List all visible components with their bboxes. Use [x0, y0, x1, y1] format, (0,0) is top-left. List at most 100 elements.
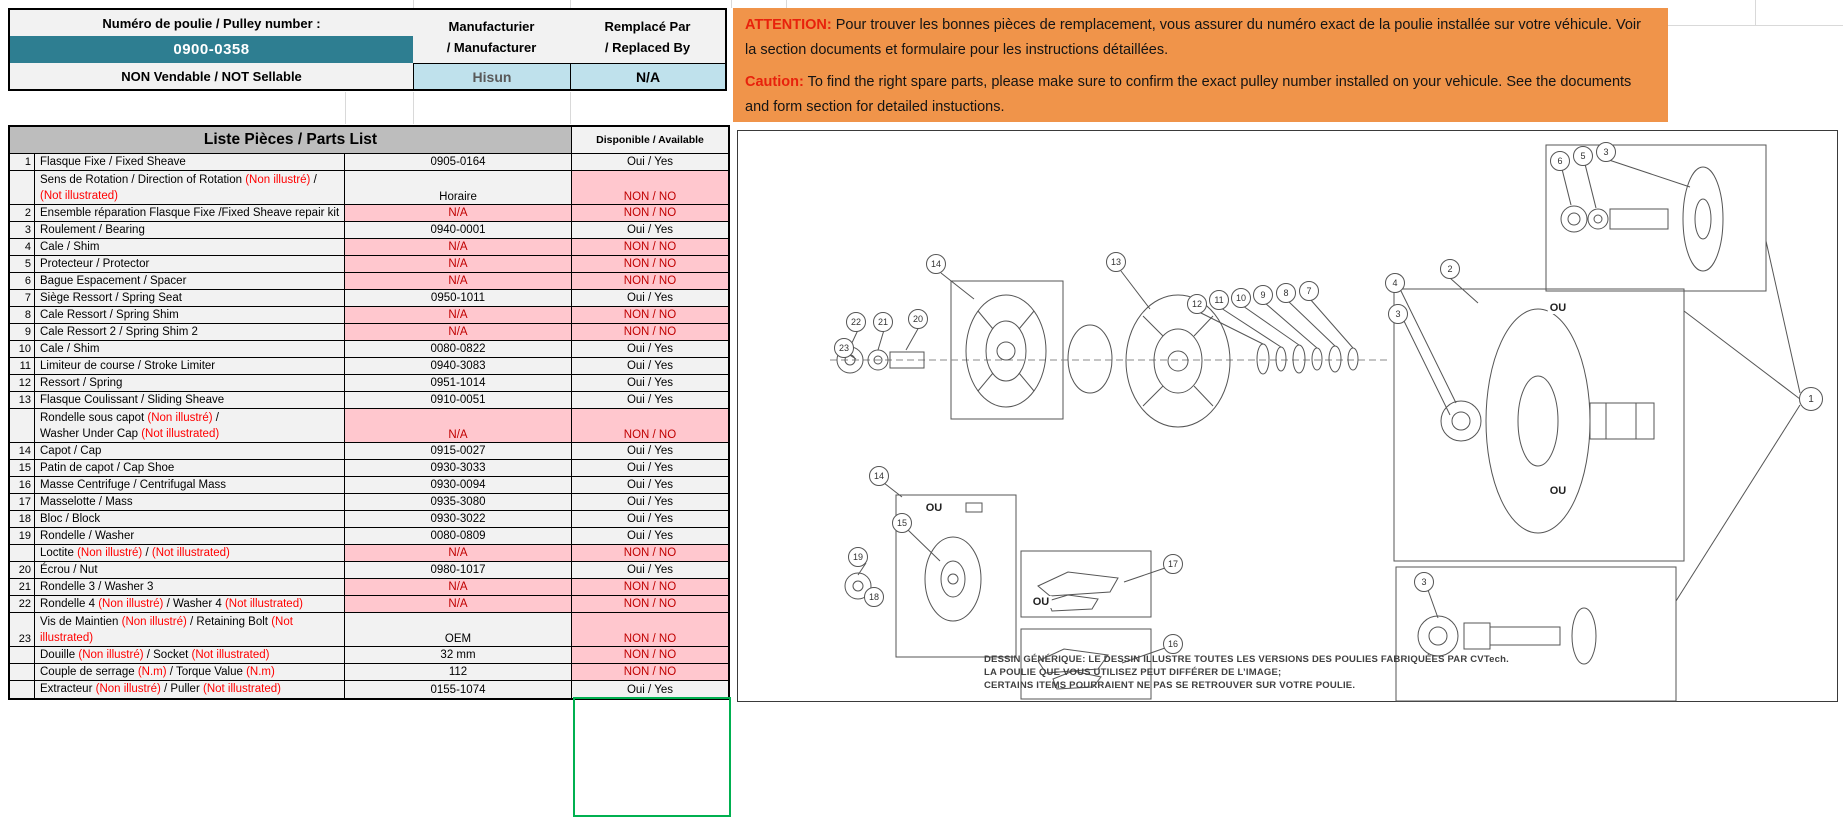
part-number-cell[interactable]: Horaire	[345, 171, 572, 204]
availability-cell[interactable]: Oui / Yes	[626, 292, 674, 304]
part-number-cell[interactable]: 0950-1011	[345, 290, 572, 306]
row-number-cell[interactable]: 7	[10, 290, 35, 306]
availability-cell[interactable]: Oui / Yes	[626, 343, 674, 355]
pulley-number-value-cell[interactable]: 0900-0358	[10, 36, 413, 63]
row-number-cell[interactable]: 18	[10, 511, 35, 527]
part-name-cell[interactable]: Rondelle / Washer	[35, 528, 345, 544]
manufacturer-header-cell[interactable]: Manufacturier / Manufacturer	[413, 10, 570, 63]
part-name-cell[interactable]: Rondelle sous capot (Non illustré) / Wash…	[35, 409, 345, 442]
part-name-cell[interactable]: Écrou / Nut	[35, 562, 345, 578]
row-number-cell[interactable]: 2	[10, 205, 35, 221]
part-number-cell[interactable]: 0155-1074	[345, 681, 572, 698]
availability-cell[interactable]: NON / NO	[572, 256, 728, 272]
row-number-cell[interactable]	[10, 409, 35, 442]
row-number-cell[interactable]: 11	[10, 358, 35, 374]
availability-cell[interactable]: Oui / Yes	[626, 496, 674, 508]
row-number-cell[interactable]: 17	[10, 494, 35, 510]
availability-cell[interactable]: NON / NO	[572, 545, 728, 561]
row-number-cell[interactable]: 14	[10, 443, 35, 459]
availability-cell[interactable]: NON / NO	[572, 324, 728, 340]
availability-cell[interactable]: Oui / Yes	[626, 513, 674, 525]
replaced-by-header-cell[interactable]: Remplacé Par / Replaced By	[570, 10, 725, 63]
part-number-cell[interactable]: 0951-1014	[345, 375, 572, 391]
row-number-cell[interactable]: 19	[10, 528, 35, 544]
part-number-cell[interactable]: N/A	[345, 545, 572, 561]
availability-cell[interactable]: Oui / Yes	[626, 224, 674, 236]
row-number-cell[interactable]: 9	[10, 324, 35, 340]
availability-cell[interactable]: Oui / Yes	[626, 462, 674, 474]
row-number-cell[interactable]: 20	[10, 562, 35, 578]
part-number-cell[interactable]: 112	[345, 664, 572, 680]
part-name-cell[interactable]: Loctite (Non illustré) / (Not illustrate…	[35, 545, 345, 561]
part-name-cell[interactable]: Capot / Cap	[35, 443, 345, 459]
available-header-cell[interactable]: Disponible / Available	[572, 127, 728, 153]
availability-cell[interactable]: Oui / Yes	[626, 564, 674, 576]
part-number-cell[interactable]: N/A	[345, 324, 572, 340]
part-name-cell[interactable]: Rondelle 4 (Non illustré) / Washer 4 (No…	[35, 596, 345, 612]
parts-list-title-cell[interactable]: Liste Pièces / Parts List	[10, 127, 572, 153]
availability-cell[interactable]: Oui / Yes	[626, 683, 674, 696]
row-number-cell[interactable]: 4	[10, 239, 35, 255]
part-number-cell[interactable]: 0930-0094	[345, 477, 572, 493]
availability-cell[interactable]: NON / NO	[572, 239, 728, 255]
row-number-cell[interactable]: 5	[10, 256, 35, 272]
part-name-cell[interactable]: Vis de Maintien (Non illustré) / Retaini…	[35, 613, 345, 646]
availability-cell[interactable]: Oui / Yes	[626, 156, 674, 168]
row-number-cell[interactable]	[10, 171, 35, 204]
part-number-cell[interactable]: N/A	[345, 596, 572, 612]
part-number-cell[interactable]: 0080-0809	[345, 528, 572, 544]
part-name-cell[interactable]: Bloc / Block	[35, 511, 345, 527]
part-name-cell[interactable]: Masselotte / Mass	[35, 494, 345, 510]
row-number-cell[interactable]: 13	[10, 392, 35, 408]
availability-cell[interactable]: Oui / Yes	[626, 360, 674, 372]
part-name-cell[interactable]: Extracteur (Non illustré) / Puller (Not …	[35, 681, 345, 698]
part-number-cell[interactable]: 0905-0164	[345, 154, 572, 170]
availability-cell[interactable]: NON / NO	[572, 664, 728, 680]
row-number-cell[interactable]: 22	[10, 596, 35, 612]
part-number-cell[interactable]: 0940-0001	[345, 222, 572, 238]
part-name-cell[interactable]: Cale / Shim	[35, 239, 345, 255]
row-number-cell[interactable]: 12	[10, 375, 35, 391]
part-number-cell[interactable]: 32 mm	[345, 647, 572, 663]
availability-cell[interactable]: NON / NO	[572, 647, 728, 663]
part-number-cell[interactable]: 0915-0027	[345, 443, 572, 459]
row-number-cell[interactable]: 6	[10, 273, 35, 289]
row-number-cell[interactable]: 15	[10, 460, 35, 476]
part-name-cell[interactable]: Sens de Rotation / Direction of Rotation…	[35, 171, 345, 204]
part-number-cell[interactable]: 0935-3080	[345, 494, 572, 510]
availability-cell[interactable]: NON / NO	[572, 596, 728, 612]
row-number-cell[interactable]	[10, 647, 35, 663]
part-number-cell[interactable]: N/A	[345, 409, 572, 442]
part-number-cell[interactable]: N/A	[345, 273, 572, 289]
part-number-cell[interactable]: OEM	[345, 613, 572, 646]
row-number-cell[interactable]: 16	[10, 477, 35, 493]
part-name-cell[interactable]: Flasque Fixe / Fixed Sheave	[35, 154, 345, 170]
part-name-cell[interactable]: Bague Espacement / Spacer	[35, 273, 345, 289]
availability-cell[interactable]: Oui / Yes	[626, 445, 674, 457]
pulley-number-label-cell[interactable]: Numéro de poulie / Pulley number :	[102, 15, 321, 31]
part-number-cell[interactable]: 0980-1017	[345, 562, 572, 578]
part-name-cell[interactable]: Limiteur de course / Stroke Limiter	[35, 358, 345, 374]
part-number-cell[interactable]: 0930-3033	[345, 460, 572, 476]
availability-cell[interactable]: NON / NO	[572, 409, 728, 442]
availability-cell[interactable]: NON / NO	[572, 205, 728, 221]
row-number-cell[interactable]: 21	[10, 579, 35, 595]
part-name-cell[interactable]: Cale Ressort / Spring Shim	[35, 307, 345, 323]
availability-cell[interactable]: NON / NO	[572, 579, 728, 595]
availability-cell[interactable]: Oui / Yes	[626, 394, 674, 406]
part-number-cell[interactable]: N/A	[345, 256, 572, 272]
row-number-cell[interactable]: 3	[10, 222, 35, 238]
part-name-cell[interactable]: Siège Ressort / Spring Seat	[35, 290, 345, 306]
sellable-status-cell[interactable]: NON Vendable / NOT Sellable	[121, 68, 302, 84]
part-number-cell[interactable]: 0080-0822	[345, 341, 572, 357]
part-name-cell[interactable]: Patin de capot / Cap Shoe	[35, 460, 345, 476]
part-number-cell[interactable]: 0910-0051	[345, 392, 572, 408]
row-number-cell[interactable]: 8	[10, 307, 35, 323]
part-number-cell[interactable]: N/A	[345, 307, 572, 323]
part-name-cell[interactable]: Flasque Coulissant / Sliding Sheave	[35, 392, 345, 408]
availability-cell[interactable]: NON / NO	[572, 273, 728, 289]
part-name-cell[interactable]: Cale / Shim	[35, 341, 345, 357]
part-name-cell[interactable]: Rondelle 3 / Washer 3	[35, 579, 345, 595]
row-number-cell[interactable]	[10, 681, 35, 698]
availability-cell[interactable]: Oui / Yes	[626, 530, 674, 542]
